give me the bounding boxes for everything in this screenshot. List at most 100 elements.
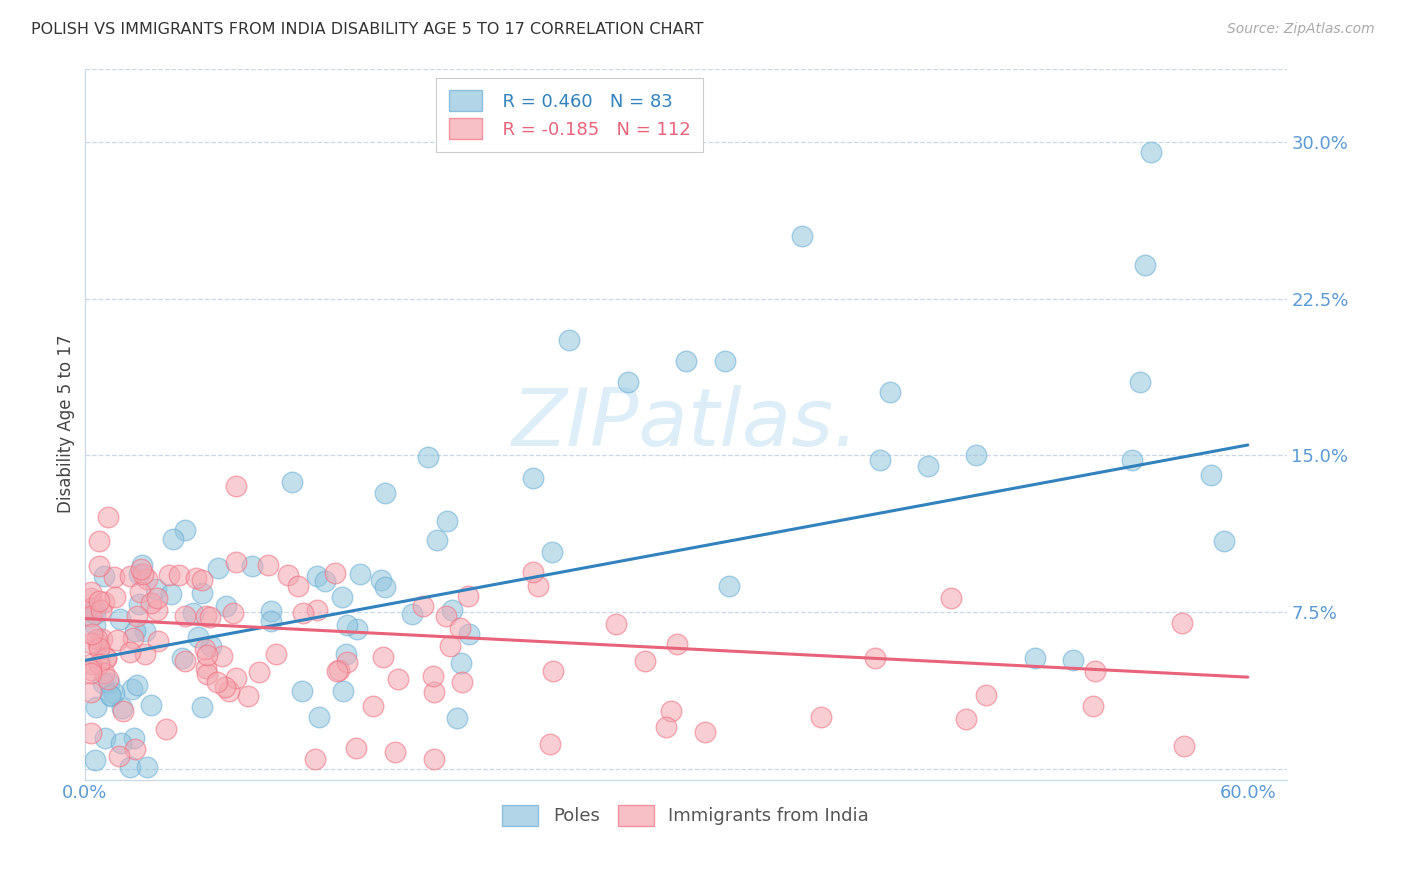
Point <box>218 684 240 698</box>
Point <box>195 648 218 662</box>
Point <box>207 561 229 575</box>
Point <box>260 604 283 618</box>
Point <box>87 637 110 651</box>
Point <box>94 651 117 665</box>
Point <box>810 710 832 724</box>
Point <box>187 630 209 644</box>
Point <box>955 712 977 726</box>
Point <box>184 571 207 585</box>
Point <box>121 681 143 696</box>
Point <box>111 700 134 714</box>
Point <box>139 698 162 713</box>
Point <box>135 760 157 774</box>
Point <box>247 665 270 680</box>
Point <box>90 603 112 617</box>
Point <box>191 700 214 714</box>
Point <box>1084 664 1107 678</box>
Point <box>122 731 145 745</box>
Point <box>616 376 638 390</box>
Point <box>83 607 105 622</box>
Point <box>93 568 115 582</box>
Point <box>281 475 304 489</box>
Point <box>422 668 444 682</box>
Point <box>124 624 146 638</box>
Point <box>181 606 204 620</box>
Y-axis label: Disability Age 5 to 17: Disability Age 5 to 17 <box>58 334 75 513</box>
Point <box>260 615 283 629</box>
Point <box>314 574 336 588</box>
Point <box>134 624 156 638</box>
Point <box>80 663 103 677</box>
Point <box>449 621 471 635</box>
Text: Source: ZipAtlas.com: Source: ZipAtlas.com <box>1227 22 1375 37</box>
Point <box>105 633 128 648</box>
Point <box>1213 534 1236 549</box>
Point <box>80 601 103 615</box>
Point <box>225 671 247 685</box>
Point <box>145 582 167 596</box>
Point <box>80 636 103 650</box>
Point <box>1024 651 1046 665</box>
Point <box>384 746 406 760</box>
Point <box>695 724 717 739</box>
Point <box>91 675 114 690</box>
Point <box>118 760 141 774</box>
Point <box>96 510 118 524</box>
Point <box>439 639 461 653</box>
Point <box>257 558 280 572</box>
Point <box>131 566 153 581</box>
Point <box>98 688 121 702</box>
Point <box>277 568 299 582</box>
Point <box>287 578 309 592</box>
Point <box>172 651 194 665</box>
Point <box>100 689 122 703</box>
Point <box>387 672 409 686</box>
Point <box>146 633 169 648</box>
Point <box>83 753 105 767</box>
Point <box>159 586 181 600</box>
Point <box>98 676 121 690</box>
Point <box>458 627 481 641</box>
Point <box>211 648 233 663</box>
Point <box>330 590 353 604</box>
Point <box>326 665 349 679</box>
Point <box>128 597 150 611</box>
Point <box>264 647 287 661</box>
Point <box>200 639 222 653</box>
Point <box>80 666 103 681</box>
Point <box>450 656 472 670</box>
Point <box>125 609 148 624</box>
Point <box>373 580 395 594</box>
Point <box>205 675 228 690</box>
Point <box>238 690 260 704</box>
Point <box>87 559 110 574</box>
Point <box>225 555 247 569</box>
Point <box>91 632 114 647</box>
Point <box>84 700 107 714</box>
Point <box>174 609 197 624</box>
Point <box>416 450 439 465</box>
Point <box>1129 375 1152 389</box>
Point <box>103 686 125 700</box>
Point <box>112 704 135 718</box>
Point <box>129 562 152 576</box>
Text: POLISH VS IMMIGRANTS FROM INDIA DISABILITY AGE 5 TO 17 CORRELATION CHART: POLISH VS IMMIGRANTS FROM INDIA DISABILI… <box>31 22 703 37</box>
Point <box>118 645 141 659</box>
Point <box>87 657 110 671</box>
Point <box>436 514 458 528</box>
Point <box>1140 145 1163 160</box>
Point <box>110 736 132 750</box>
Point <box>174 654 197 668</box>
Point <box>82 627 104 641</box>
Point <box>440 602 463 616</box>
Point <box>86 632 108 647</box>
Point <box>96 650 118 665</box>
Point <box>655 720 678 734</box>
Point <box>1173 739 1195 753</box>
Point <box>87 594 110 608</box>
Point <box>346 622 368 636</box>
Point <box>332 683 354 698</box>
Point <box>879 384 901 399</box>
Point <box>451 675 474 690</box>
Point <box>349 566 371 581</box>
